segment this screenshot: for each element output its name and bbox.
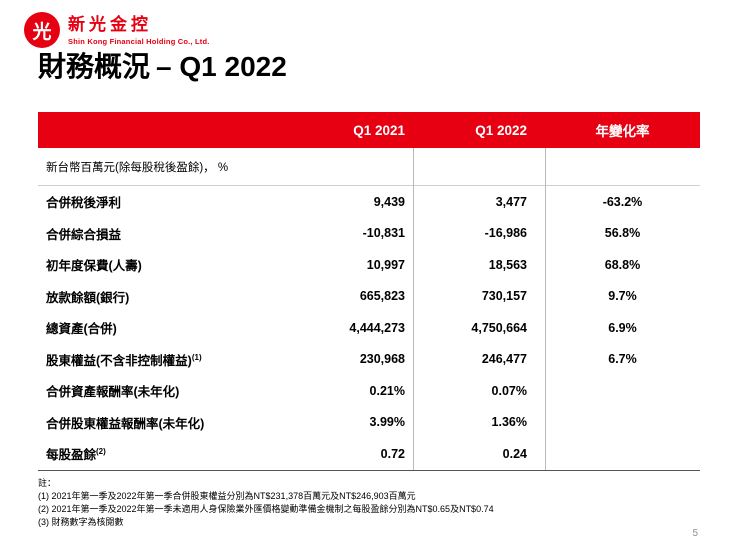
table-row: 合併綜合損益 -10,831 -16,986 56.8% — [38, 218, 700, 250]
value-yoy: 6.7% — [608, 352, 637, 367]
table-row: 合併資產報酬率(未年化) 0.21% 0.07% — [38, 375, 700, 407]
row-label: 合併股東權益報酬率(未年化) — [46, 416, 205, 431]
page-number: 5 — [692, 528, 698, 539]
row-label: 總資產(合併) — [46, 322, 117, 337]
header-q1-2022: Q1 2022 — [475, 122, 527, 138]
footnote-item: (1) 2021年第一季及2022年第一季合併股東權益分別為NT$231,378… — [38, 491, 416, 501]
financial-table: Q1 2021 Q1 2022 年變化率 新台幣百萬元(除每股稅後盈餘)， % … — [38, 112, 700, 471]
table-body: 新台幣百萬元(除每股稅後盈餘)， % 合併稅後淨利 9,439 3,477 -6… — [38, 148, 700, 471]
value-yoy: 6.9% — [608, 320, 637, 335]
table-row: 總資產(合併) 4,444,273 4,750,664 6.9% — [38, 312, 700, 344]
value-q1-2021: 0.72 — [380, 446, 405, 461]
table-row: 放款餘額(銀行) 665,823 730,157 9.7% — [38, 281, 700, 313]
value-q1-2022: 1.36% — [491, 415, 527, 430]
company-logo: 光 新光金控 Shin Kong Financial Holding Co., … — [24, 12, 210, 48]
value-q1-2022: 4,750,664 — [471, 320, 527, 335]
value-q1-2021: 3.99% — [369, 415, 405, 430]
value-q1-2021: -10,831 — [362, 226, 405, 241]
value-q1-2022: -16,986 — [484, 226, 527, 241]
company-name-block: 新光金控 Shin Kong Financial Holding Co., Lt… — [68, 12, 210, 46]
footnote-item: (2) 2021年第一季及2022年第一季未適用人身保險業外匯價格變動準備金機制… — [38, 504, 494, 514]
value-q1-2022: 0.07% — [491, 383, 527, 398]
page-title-zh: 財務概況 — [38, 50, 151, 83]
column-divider-2 — [545, 148, 546, 470]
row-label: 股東權益(不含非控制權益)(1) — [46, 352, 202, 368]
value-q1-2021: 10,997 — [366, 257, 405, 272]
value-q1-2021: 230,968 — [359, 352, 405, 367]
value-q1-2021: 4,444,273 — [349, 320, 405, 335]
value-q1-2021: 9,439 — [373, 194, 405, 209]
value-yoy: 56.8% — [604, 226, 641, 241]
page-title: 財務概況 – Q1 2022 — [38, 50, 287, 84]
row-label: 合併資產報酬率(未年化) — [46, 385, 180, 400]
value-q1-2022: 0.24 — [502, 446, 527, 461]
row-label: 合併稅後淨利 — [46, 196, 122, 211]
footnote-item: (3) 財務數字為核閱數 — [38, 517, 124, 527]
value-yoy: -63.2% — [602, 194, 643, 209]
value-q1-2022: 730,157 — [481, 289, 527, 304]
row-label: 合併綜合損益 — [46, 227, 122, 242]
header-yoy-change: 年變化率 — [595, 124, 650, 139]
table-row: 合併股東權益報酬率(未年化) 3.99% 1.36% — [38, 407, 700, 439]
value-q1-2022: 3,477 — [495, 194, 527, 209]
value-q1-2021: 0.21% — [369, 383, 405, 398]
value-q1-2021: 665,823 — [359, 289, 405, 304]
value-q1-2022: 246,477 — [481, 352, 527, 367]
table-row: 合併稅後淨利 9,439 3,477 -63.2% — [38, 186, 700, 218]
company-name-en: Shin Kong Financial Holding Co., Ltd. — [68, 37, 210, 46]
shinkong-sun-icon: 光 — [24, 12, 60, 48]
footnote-heading: 註： — [38, 478, 57, 488]
units-note: 新台幣百萬元(除每股稅後盈餘)， % — [38, 148, 700, 186]
row-label: 初年度保費(人壽) — [46, 259, 142, 274]
row-label: 每股盈餘(2) — [46, 447, 106, 463]
column-divider-1 — [413, 148, 414, 470]
value-yoy: 68.8% — [604, 257, 641, 272]
header-q1-2021: Q1 2021 — [353, 122, 405, 138]
company-name-zh: 新光金控 — [68, 15, 152, 34]
footnotes: 註： (1) 2021年第一季及2022年第一季合併股東權益分別為NT$231,… — [38, 477, 494, 529]
table-row: 股東權益(不含非控制權益)(1) 230,968 246,477 6.7% — [38, 344, 700, 376]
table-row: 初年度保費(人壽) 10,997 18,563 68.8% — [38, 249, 700, 281]
table-header-bar: Q1 2021 Q1 2022 年變化率 — [38, 112, 700, 148]
table-row: 每股盈餘(2) 0.72 0.24 — [38, 438, 700, 470]
page-title-en: – Q1 2022 — [156, 51, 287, 82]
row-label: 放款餘額(銀行) — [46, 290, 130, 305]
value-yoy: 9.7% — [608, 289, 637, 304]
value-q1-2022: 18,563 — [488, 257, 527, 272]
